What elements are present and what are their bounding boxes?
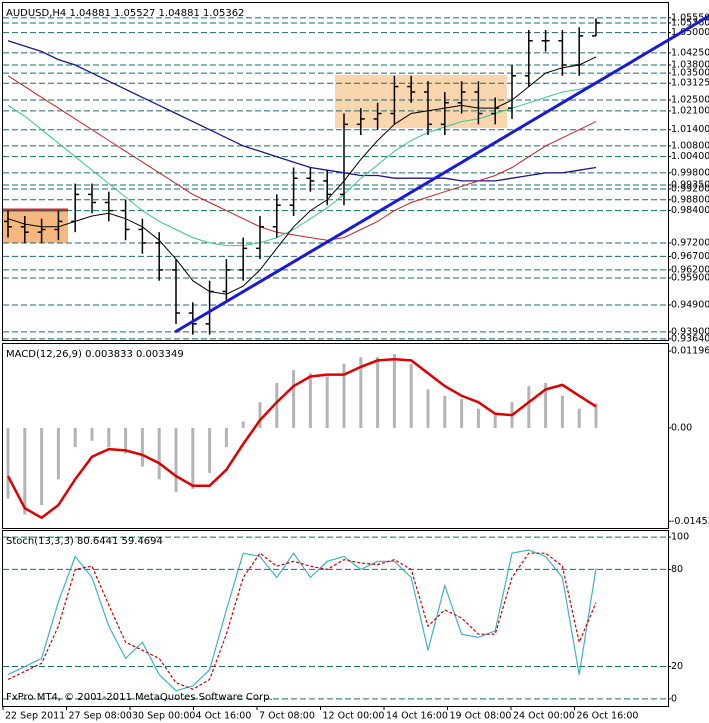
y-tick-label: 20	[671, 661, 683, 672]
y-tick-label: 0.99800	[671, 167, 709, 178]
histogram-bar	[392, 354, 396, 428]
y-tick-label: 0.96700	[671, 251, 709, 262]
histogram-bar	[191, 427, 195, 489]
panel-frame	[2, 530, 669, 707]
histogram-bar	[443, 395, 447, 428]
histogram-bar	[460, 398, 464, 428]
histogram-bar	[409, 363, 413, 428]
histogram-bar	[577, 408, 581, 428]
x-tick-label: 24 Oct 00:00	[513, 711, 575, 722]
histogram-bar	[107, 427, 111, 448]
y-tick-label: 1.03500	[671, 68, 709, 79]
histogram-bar	[275, 382, 279, 428]
histogram-bar	[157, 427, 161, 480]
histogram-bar	[224, 427, 228, 448]
panel-frame	[2, 343, 669, 529]
x-tick-label: 26 Oct 16:00	[577, 711, 639, 722]
y-tick-label: 1.05550	[671, 12, 709, 23]
histogram-bar	[426, 389, 430, 428]
histogram-bar	[124, 427, 128, 454]
panel-title: AUDUSD,H4 1.04881 1.05527 1.04881 1.0536…	[6, 8, 244, 19]
y-tick-label: 1.02500	[671, 95, 709, 106]
indicator-line	[7, 552, 597, 690]
copyright: FxPro MT4, © 2001-2011 MetaQuotes Softwa…	[6, 692, 273, 703]
y-tick-label: 0.93900	[671, 326, 709, 337]
histogram-bar	[342, 363, 346, 428]
indicator-line	[7, 40, 597, 182]
y-tick-label: 0.98400	[671, 205, 709, 216]
indicator-line	[7, 83, 597, 247]
histogram-bar	[23, 427, 27, 515]
y-tick-label: 1.03800	[671, 60, 709, 71]
y-tick-label: 1.01400	[671, 124, 709, 135]
x-tick-label: 4 Oct 16:00	[196, 711, 252, 722]
histogram-bar	[140, 427, 144, 467]
histogram-bar	[292, 370, 296, 428]
histogram-bar	[258, 402, 262, 428]
x-tick-label: 27 Sep 08:00	[69, 711, 132, 722]
panel-title: Stoch(13,3,3) 80.6441 59.4694	[6, 536, 163, 547]
y-tick-label: 1.05360	[671, 17, 709, 28]
y-tick-label: 1.00400	[671, 151, 709, 162]
panel-title: MACD(12,26,9) 0.003833 0.003349	[6, 349, 184, 360]
y-tick-label: 1.03125	[671, 78, 709, 89]
histogram-bar	[325, 376, 329, 428]
histogram-bar	[560, 395, 564, 428]
histogram-bar	[6, 427, 10, 499]
histogram-bar	[56, 427, 60, 480]
trend-line	[174, 14, 709, 334]
indicator-line	[7, 75, 597, 241]
y-tick-label: 1.02100	[671, 105, 709, 116]
indicator-line	[7, 549, 597, 692]
y-tick-label: 1.04250	[671, 47, 709, 58]
y-tick-label: 0.94900	[671, 299, 709, 310]
panel-frame	[2, 2, 669, 341]
y-tick-label: 0.98800	[671, 194, 709, 205]
y-tick-label: 80	[671, 564, 683, 575]
histogram-bar	[90, 427, 94, 441]
histogram-bar	[476, 408, 480, 428]
histogram-bar	[241, 421, 245, 428]
y-tick-label: 0.95900	[671, 272, 709, 283]
histogram-bar	[544, 382, 548, 428]
histogram-bar	[376, 357, 380, 428]
histogram-bar	[493, 415, 497, 428]
histogram-bar	[359, 357, 363, 428]
y-tick-label: 0.99200	[671, 184, 709, 195]
x-tick-label: 19 Oct 08:00	[450, 711, 512, 722]
x-tick-label: 12 Oct 00:00	[323, 711, 385, 722]
y-tick-label: 0.00	[671, 422, 692, 433]
y-tick-label: 0.93640	[671, 333, 709, 344]
y-tick-label: 0.99350	[671, 179, 709, 190]
x-tick-label: 14 Oct 16:00	[386, 711, 448, 722]
histogram-bar	[174, 427, 178, 493]
x-tick-label: 7 Oct 08:00	[259, 711, 315, 722]
histogram-bar	[594, 403, 598, 428]
y-tick-label: 100	[671, 532, 689, 543]
histogram-bar	[73, 427, 77, 448]
y-tick-label: -0.014537	[671, 516, 709, 527]
histogram-bar	[208, 427, 212, 473]
y-tick-label: 1.00800	[671, 140, 709, 151]
y-tick-label: 1.05000	[671, 27, 709, 38]
histogram-bar	[308, 373, 312, 428]
histogram-bar	[527, 386, 531, 428]
y-tick-label: 0.96200	[671, 264, 709, 275]
x-tick-label: 22 Sep 2011	[5, 711, 65, 722]
indicator-line	[7, 56, 597, 295]
histogram-bar	[40, 427, 44, 505]
indicator-line	[6, 357, 597, 520]
x-tick-label: 30 Sep 00:00	[132, 711, 195, 722]
y-tick-label: 0	[671, 693, 677, 704]
y-tick-label: 0.97200	[671, 237, 709, 248]
